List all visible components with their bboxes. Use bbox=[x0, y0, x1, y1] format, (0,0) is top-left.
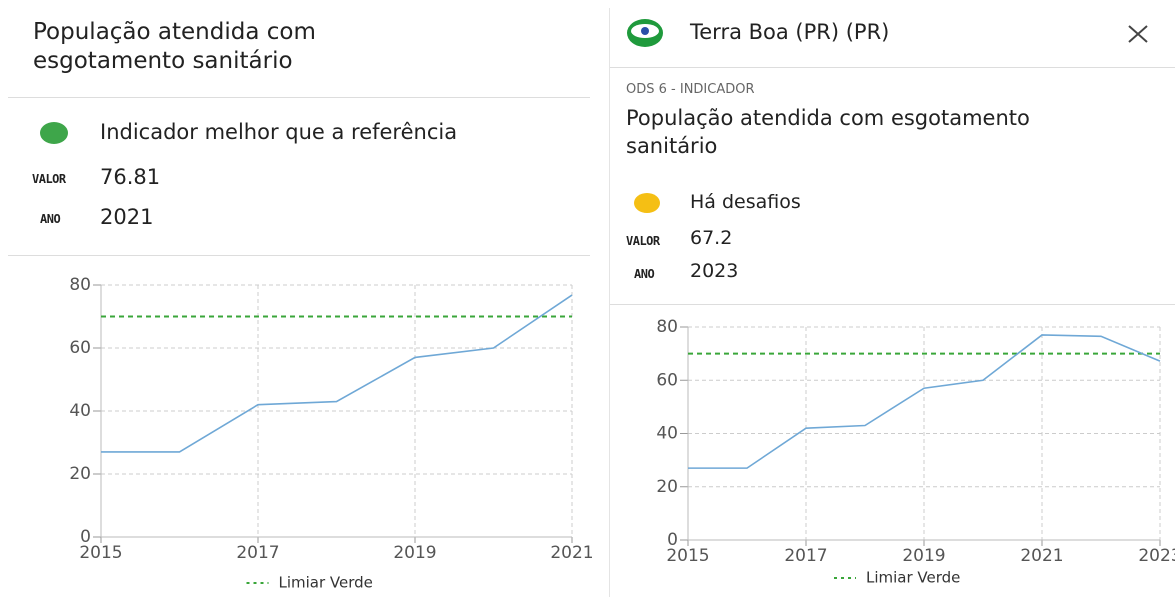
status: Indicador melhor que a referência bbox=[100, 120, 458, 144]
divider bbox=[8, 97, 590, 98]
y-tick-label: 20 bbox=[656, 477, 678, 497]
ano-label: ANO bbox=[40, 212, 61, 226]
y-tick-label: 20 bbox=[69, 464, 91, 484]
valor: 76.81 bbox=[100, 165, 161, 189]
data-line bbox=[688, 334, 1161, 469]
x-tick-label: 2015 bbox=[666, 546, 709, 566]
y-tick-label: 80 bbox=[656, 317, 678, 337]
x-tick-label: 2017 bbox=[784, 546, 827, 566]
title: População atendida com esgotamento sanit… bbox=[33, 19, 316, 74]
data-line bbox=[101, 294, 573, 453]
ano-label: ANO bbox=[634, 267, 655, 281]
ano: 2021 bbox=[100, 205, 154, 229]
location: Terra Boa (PR) (PR) bbox=[690, 20, 890, 44]
x-tick-label: 2019 bbox=[393, 543, 436, 563]
x-tick-label: 2021 bbox=[550, 543, 593, 563]
legend-label: Limiar Verde bbox=[279, 574, 373, 592]
y-tick-label: 60 bbox=[69, 338, 91, 358]
x-tick-label: 2017 bbox=[236, 543, 279, 563]
divider bbox=[610, 67, 1175, 68]
x-tick-label: 2019 bbox=[902, 546, 945, 566]
location-icon bbox=[627, 19, 663, 47]
title: População atendida com esgotamento sanit… bbox=[626, 106, 1030, 158]
status-dot bbox=[634, 193, 660, 213]
close-button[interactable] bbox=[1125, 22, 1151, 46]
y-tick-label: 0 bbox=[80, 527, 91, 547]
x-tick-label: 2015 bbox=[79, 543, 122, 563]
kicker: ODS 6 - INDICADOR bbox=[626, 82, 755, 97]
valor-label: VALOR bbox=[32, 172, 66, 186]
ano: 2023 bbox=[690, 260, 739, 282]
status-dot bbox=[40, 122, 68, 144]
valor: 67.2 bbox=[690, 227, 733, 249]
y-tick-label: 0 bbox=[667, 530, 678, 550]
divider bbox=[8, 255, 590, 256]
y-tick-label: 80 bbox=[69, 275, 91, 295]
x-tick-label: 2023 bbox=[1138, 546, 1175, 566]
divider bbox=[610, 304, 1175, 305]
status: Há desafios bbox=[690, 191, 801, 213]
y-tick-label: 40 bbox=[656, 424, 678, 444]
valor-label: VALOR bbox=[626, 234, 660, 248]
legend-label: Limiar Verde bbox=[866, 569, 960, 587]
y-tick-label: 60 bbox=[656, 370, 678, 390]
x-tick-label: 2021 bbox=[1020, 546, 1063, 566]
y-tick-label: 40 bbox=[69, 401, 91, 421]
panel-border bbox=[609, 8, 610, 597]
